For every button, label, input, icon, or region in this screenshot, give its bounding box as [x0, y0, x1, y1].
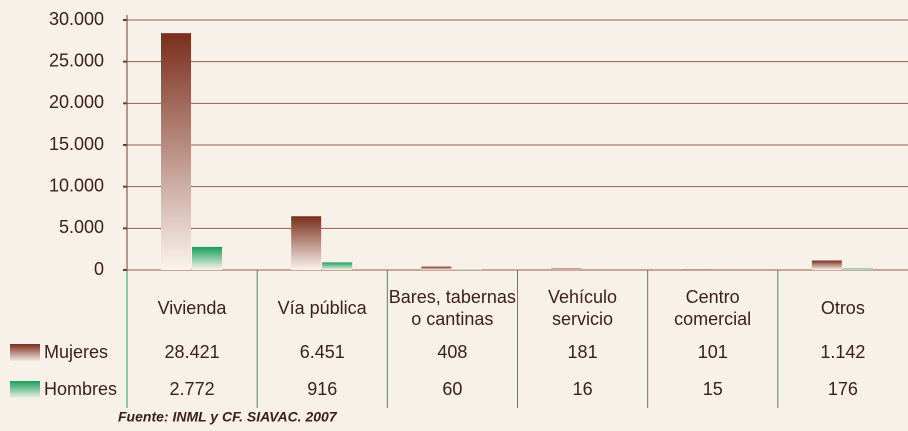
legend-label: Hombres [44, 379, 117, 399]
data-label: 28.421 [165, 342, 220, 362]
y-tick-label: 30.000 [49, 9, 104, 29]
x-tick-label: Vivienda [157, 298, 227, 318]
bar [551, 268, 582, 270]
legend-swatch [10, 344, 40, 362]
data-label: 1.142 [820, 342, 865, 362]
bar [811, 260, 842, 270]
y-tick-label: 0 [94, 259, 104, 279]
y-tick-label: 10.000 [49, 175, 104, 195]
bar [842, 268, 873, 270]
data-label: 2.772 [170, 379, 215, 399]
bar [291, 216, 322, 270]
legend-label: Mujeres [44, 342, 108, 362]
bar [681, 269, 712, 270]
bar [192, 246, 222, 270]
bar [452, 269, 483, 270]
x-tick-label: Vehículo servicio [547, 287, 618, 329]
data-label: 15 [703, 379, 723, 399]
y-tick-label: 25.000 [49, 50, 104, 70]
y-tick-label: 20.000 [49, 92, 104, 112]
x-tick-label: Centro comercial [674, 287, 752, 329]
data-label: 176 [828, 379, 858, 399]
y-tick-label: 15.000 [49, 134, 104, 154]
data-label: 916 [307, 379, 337, 399]
data-label: 101 [698, 342, 728, 362]
data-label: 6.451 [300, 342, 345, 362]
data-label: 16 [573, 379, 593, 399]
x-tick-label: Bares, tabernas o cantinas [388, 287, 516, 329]
bar [322, 262, 353, 270]
y-tick-label: 5.000 [59, 217, 104, 237]
bar [421, 266, 452, 270]
x-tick-label: Otros [820, 298, 865, 318]
bar [161, 33, 191, 271]
legend-swatch [10, 381, 40, 399]
data-label: 408 [437, 342, 467, 362]
source-note: Fuente: INML y CF. SIAVAC. 2007 [118, 409, 338, 425]
data-label: 60 [442, 379, 462, 399]
x-tick-label: Vía pública [277, 298, 367, 318]
data-label: 181 [568, 342, 598, 362]
